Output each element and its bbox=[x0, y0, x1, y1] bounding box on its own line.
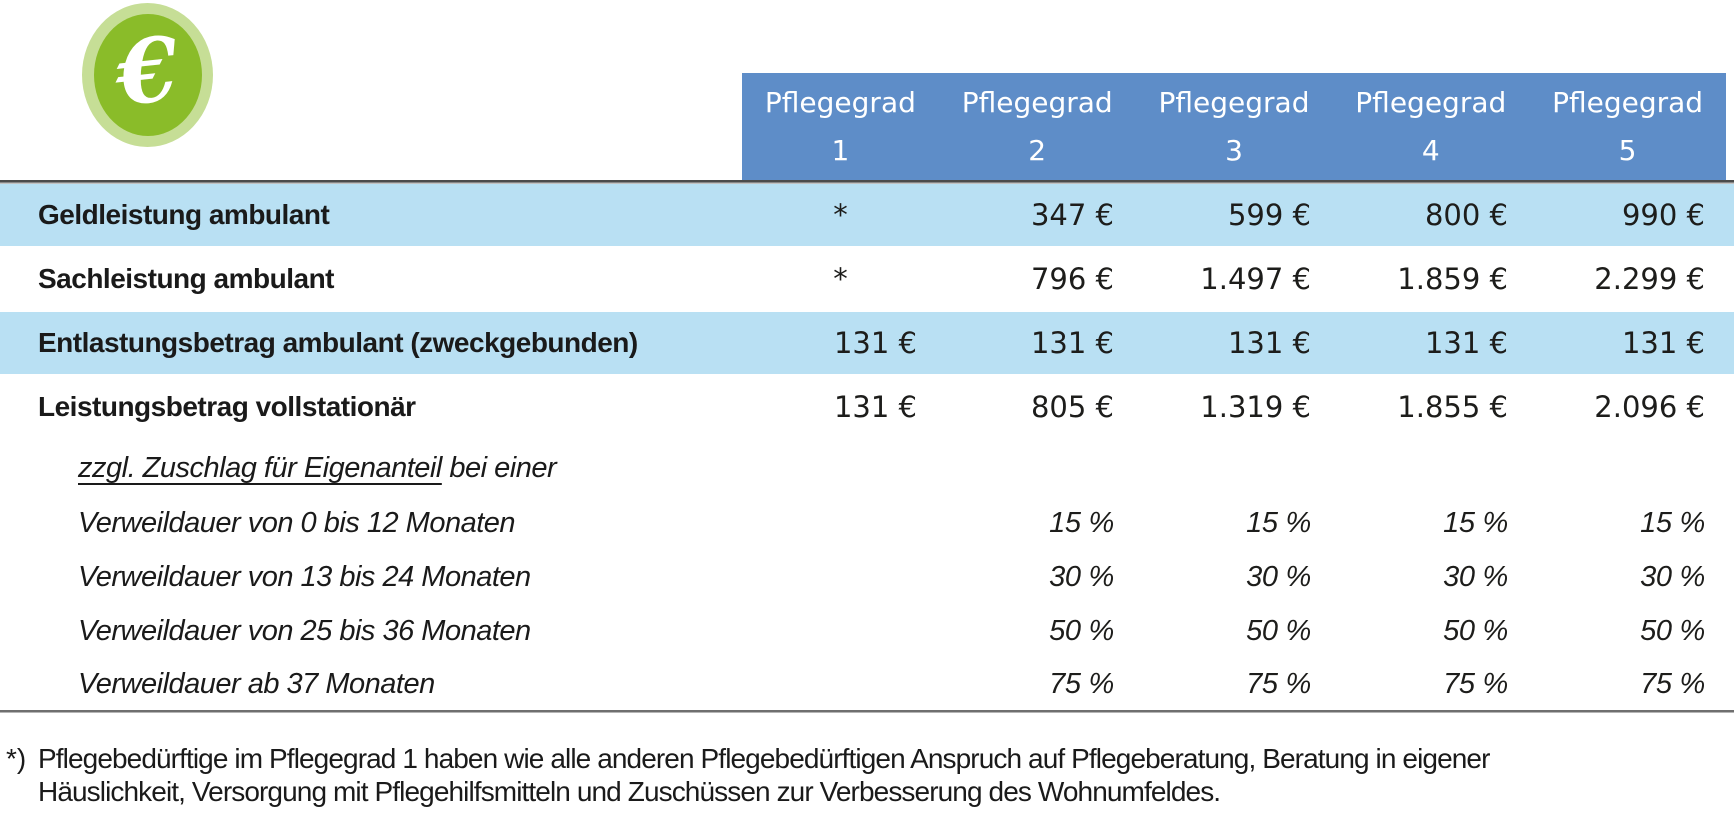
row-label: Verweildauer von 13 bis 24 Monaten bbox=[78, 560, 531, 593]
footnote-line-1: Pflegebedürftige im Pflegegrad 1 haben w… bbox=[38, 743, 1490, 774]
row-entlastungsbetrag-ambulant: Entlastungsbetrag ambulant (zweckgebunde… bbox=[0, 312, 1734, 374]
euro-symbol: € bbox=[111, 16, 183, 126]
value-pflegegrad-5: 50 % bbox=[1640, 614, 1705, 647]
column-header-pflegegrad-2: Pflegegrad 2 bbox=[939, 73, 1136, 180]
value-pflegegrad-4: 1.859 € bbox=[1397, 262, 1508, 296]
row-verweildauer-0-12-monate: Verweildauer von 0 bis 12 Monaten 15 % 1… bbox=[0, 497, 1734, 550]
column-number: 1 bbox=[831, 133, 850, 167]
value-pflegegrad-4: 1.855 € bbox=[1397, 390, 1508, 424]
row-label: Geldleistung ambulant bbox=[38, 199, 330, 230]
value-pflegegrad-4: 131 € bbox=[1424, 326, 1508, 360]
footnote-line-2: Häuslichkeit, Versorgung mit Pflegehilfs… bbox=[38, 776, 1221, 807]
column-header-pflegegrad-5: Pflegegrad 5 bbox=[1529, 73, 1726, 180]
column-number: 2 bbox=[1028, 133, 1047, 167]
value-pflegegrad-5: 75 % bbox=[1640, 667, 1705, 700]
value-pflegegrad-4: 50 % bbox=[1443, 614, 1508, 647]
column-number: 3 bbox=[1225, 133, 1243, 167]
value-pflegegrad-1: * bbox=[833, 198, 848, 232]
footnote-marker: *) bbox=[6, 743, 27, 774]
value-pflegegrad-5: 30 % bbox=[1640, 560, 1705, 593]
column-header-pflegegrad-3: Pflegegrad 3 bbox=[1136, 73, 1333, 180]
table-column-header: Pflegegrad 1 Pflegegrad 2 Pflegegrad 3 P… bbox=[742, 73, 1726, 180]
column-header-pflegegrad-4: Pflegegrad 4 bbox=[1332, 73, 1529, 180]
row-label: Verweildauer von 25 bis 36 Monaten bbox=[78, 614, 531, 647]
row-leistungsbetrag-vollstationaer: Leistungsbetrag vollstationär 131 € 805 … bbox=[0, 374, 1734, 440]
value-pflegegrad-2: 50 % bbox=[1049, 614, 1114, 647]
value-pflegegrad-5: 2.299 € bbox=[1594, 262, 1705, 296]
value-pflegegrad-2: 796 € bbox=[1030, 262, 1114, 296]
column-title: Pflegegrad bbox=[1158, 85, 1310, 119]
value-pflegegrad-1: 131 € bbox=[833, 326, 917, 360]
row-label-underlined: zzgl. Zuschlag für Eigenanteil bbox=[78, 452, 442, 484]
column-title: Pflegegrad bbox=[764, 85, 916, 119]
value-pflegegrad-3: 599 € bbox=[1227, 198, 1311, 232]
column-title: Pflegegrad bbox=[961, 85, 1113, 119]
value-pflegegrad-4: 15 % bbox=[1443, 507, 1508, 539]
value-pflegegrad-4: 800 € bbox=[1424, 198, 1508, 232]
row-zuschlag-eigenanteil-heading: zzgl. Zuschlag für Eigenanteil bei einer bbox=[0, 440, 1734, 497]
row-verweildauer-ab-37-monate: Verweildauer ab 37 Monaten 75 % 75 % 75 … bbox=[0, 658, 1734, 710]
value-pflegegrad-3: 131 € bbox=[1227, 326, 1311, 360]
value-pflegegrad-2: 30 % bbox=[1049, 560, 1114, 593]
row-sachleistung-ambulant: Sachleistung ambulant * 796 € 1.497 € 1.… bbox=[0, 246, 1734, 312]
column-number: 5 bbox=[1618, 133, 1637, 167]
value-pflegegrad-1: * bbox=[833, 262, 848, 296]
value-pflegegrad-2: 15 % bbox=[1049, 507, 1114, 539]
row-label: Verweildauer von 0 bis 12 Monaten bbox=[78, 507, 516, 539]
value-pflegegrad-3: 1.497 € bbox=[1200, 262, 1311, 296]
row-label: zzgl. Zuschlag für Eigenanteil bei einer bbox=[0, 452, 742, 485]
value-pflegegrad-4: 30 % bbox=[1443, 560, 1508, 593]
value-pflegegrad-5: 15 % bbox=[1640, 507, 1705, 539]
footnote: *) Pflegebedürftige im Pflegegrad 1 habe… bbox=[0, 742, 1734, 808]
column-title: Pflegegrad bbox=[1355, 85, 1507, 119]
column-number: 4 bbox=[1421, 133, 1440, 167]
value-pflegegrad-3: 1.319 € bbox=[1200, 390, 1311, 424]
euro-icon-inner-circle: € bbox=[93, 14, 202, 136]
value-pflegegrad-3: 30 % bbox=[1246, 560, 1311, 593]
column-header-pflegegrad-1: Pflegegrad 1 bbox=[742, 73, 939, 180]
value-pflegegrad-5: 131 € bbox=[1621, 326, 1705, 360]
value-pflegegrad-2: 75 % bbox=[1049, 667, 1114, 700]
value-pflegegrad-2: 347 € bbox=[1030, 198, 1114, 232]
row-label: Sachleistung ambulant bbox=[38, 263, 335, 294]
value-pflegegrad-5: 2.096 € bbox=[1594, 390, 1705, 424]
value-pflegegrad-3: 50 % bbox=[1246, 614, 1311, 647]
row-verweildauer-13-24-monate: Verweildauer von 13 bis 24 Monaten 30 % … bbox=[0, 550, 1734, 604]
value-pflegegrad-3: 15 % bbox=[1246, 507, 1311, 539]
row-verweildauer-25-36-monate: Verweildauer von 25 bis 36 Monaten 50 % … bbox=[0, 604, 1734, 658]
row-geldleistung-ambulant: Geldleistung ambulant * 347 € 599 € 800 … bbox=[0, 184, 1734, 246]
value-pflegegrad-2: 131 € bbox=[1030, 326, 1114, 360]
row-label: Verweildauer ab 37 Monaten bbox=[78, 667, 435, 700]
value-pflegegrad-1: 131 € bbox=[833, 390, 917, 424]
row-label: Leistungsbetrag vollstationär bbox=[38, 391, 416, 422]
value-pflegegrad-4: 75 % bbox=[1443, 667, 1508, 700]
row-label: Entlastungsbetrag ambulant (zweckgebunde… bbox=[38, 327, 638, 358]
table-top-rule bbox=[0, 180, 1734, 184]
table-bottom-rule bbox=[0, 710, 1734, 713]
euro-icon: € bbox=[82, 3, 213, 147]
value-pflegegrad-5: 990 € bbox=[1621, 198, 1705, 232]
value-pflegegrad-2: 805 € bbox=[1030, 390, 1114, 424]
column-title: Pflegegrad bbox=[1552, 85, 1704, 119]
value-pflegegrad-3: 75 % bbox=[1246, 667, 1311, 700]
row-label-rest: bei einer bbox=[441, 452, 557, 484]
